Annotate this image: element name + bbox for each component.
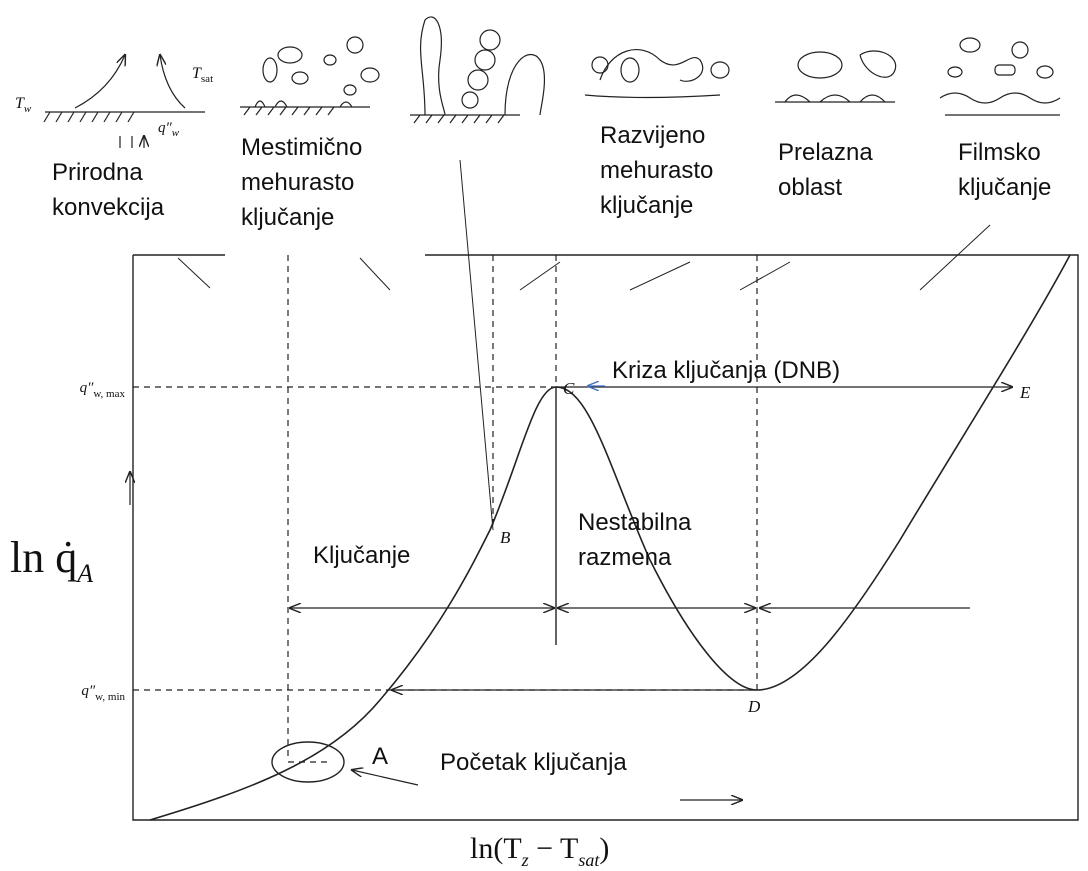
x-axis-label: ln(Tz − Tsat) bbox=[470, 832, 609, 870]
arrows bbox=[130, 387, 1012, 800]
region-label: Prelazna bbox=[778, 139, 873, 166]
region-label: konvekcija bbox=[52, 194, 165, 221]
y-tick-label: q″w, max bbox=[80, 380, 126, 400]
annotation: Ključanje bbox=[313, 542, 410, 569]
sketch-label: Tw bbox=[15, 95, 32, 115]
point-label: C bbox=[563, 379, 575, 398]
region-label: mehurasto bbox=[600, 157, 713, 184]
point-label: D bbox=[747, 697, 761, 716]
region-label: Filmsko bbox=[958, 139, 1041, 166]
point-label: E bbox=[1019, 383, 1031, 402]
region-labels: Prirodna konvekcija Mestimično mehurasto klj… bbox=[52, 122, 1051, 231]
regime-sketches bbox=[43, 16, 1061, 148]
y-axis-label: ln q̇A bbox=[10, 533, 93, 588]
point-label: A bbox=[372, 743, 388, 770]
region-label: ključanje bbox=[958, 174, 1051, 201]
region-label: mehurasto bbox=[241, 169, 354, 196]
region-label: ključanje bbox=[241, 204, 334, 231]
annotation: Nestabilna bbox=[578, 509, 692, 536]
plot-frame bbox=[132, 254, 1079, 821]
sketch-label: Tsat bbox=[192, 65, 213, 85]
boiling-curve bbox=[149, 254, 1071, 821]
annotation: Početak ključanja bbox=[440, 749, 627, 776]
region-label: Razvijeno bbox=[600, 122, 705, 149]
annotation: razmena bbox=[578, 544, 672, 571]
region-label: oblast bbox=[778, 174, 842, 201]
sketch-label: q″w bbox=[158, 120, 180, 139]
region-label: ključanje bbox=[600, 192, 693, 219]
leader-lines bbox=[177, 159, 991, 531]
annotation: Kriza ključanja (DNB) bbox=[612, 357, 840, 384]
point-label: B bbox=[500, 528, 511, 547]
y-tick-label: q″w, min bbox=[81, 683, 125, 703]
onset-circle bbox=[271, 741, 345, 783]
region-label: Mestimično bbox=[241, 134, 362, 161]
guide-lines bbox=[133, 255, 758, 763]
region-label: Prirodna bbox=[52, 159, 143, 186]
